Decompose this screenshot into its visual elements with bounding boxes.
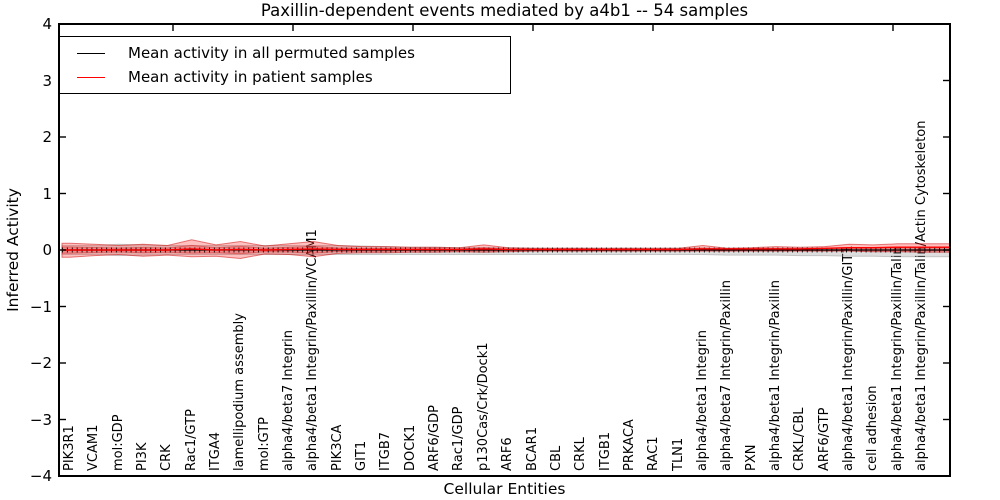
y-axis-tick-labels: 4 3 2 1 0 −1 −2 −3 −4 xyxy=(0,0,60,500)
y-tick-label: −4 xyxy=(29,467,52,485)
y-tick-label: 4 xyxy=(42,15,52,33)
legend-row-permuted: Mean activity in all permuted samples xyxy=(77,44,510,62)
y-tick-label: −1 xyxy=(29,297,52,316)
patient-mean-line xyxy=(62,246,950,251)
y-tick-label: 3 xyxy=(42,71,52,90)
y-tick-label: −2 xyxy=(29,354,52,372)
y-tick-label: 0 xyxy=(42,241,52,259)
permuted-mean-line-sample xyxy=(77,52,105,54)
y-axis-label: Inferred Activity xyxy=(4,188,23,312)
x-axis-label: Cellular Entities xyxy=(443,480,566,498)
y-tick-label: 2 xyxy=(42,128,52,146)
y-tick-label: −3 xyxy=(29,410,52,429)
legend-label-patient: Mean activity in patient samples xyxy=(128,68,373,86)
chart-title: Paxillin-dependent events mediated by a4… xyxy=(260,1,749,20)
y-tick-label: 1 xyxy=(42,184,52,203)
legend-label-permuted: Mean activity in all permuted samples xyxy=(128,44,415,62)
patient-mean-line-sample xyxy=(77,76,105,78)
y-axis-label-container: Inferred Activity xyxy=(0,24,26,476)
legend-row-patient: Mean activity in patient samples xyxy=(77,68,510,86)
legend-box: Mean activity in all permuted samples Me… xyxy=(59,36,511,94)
